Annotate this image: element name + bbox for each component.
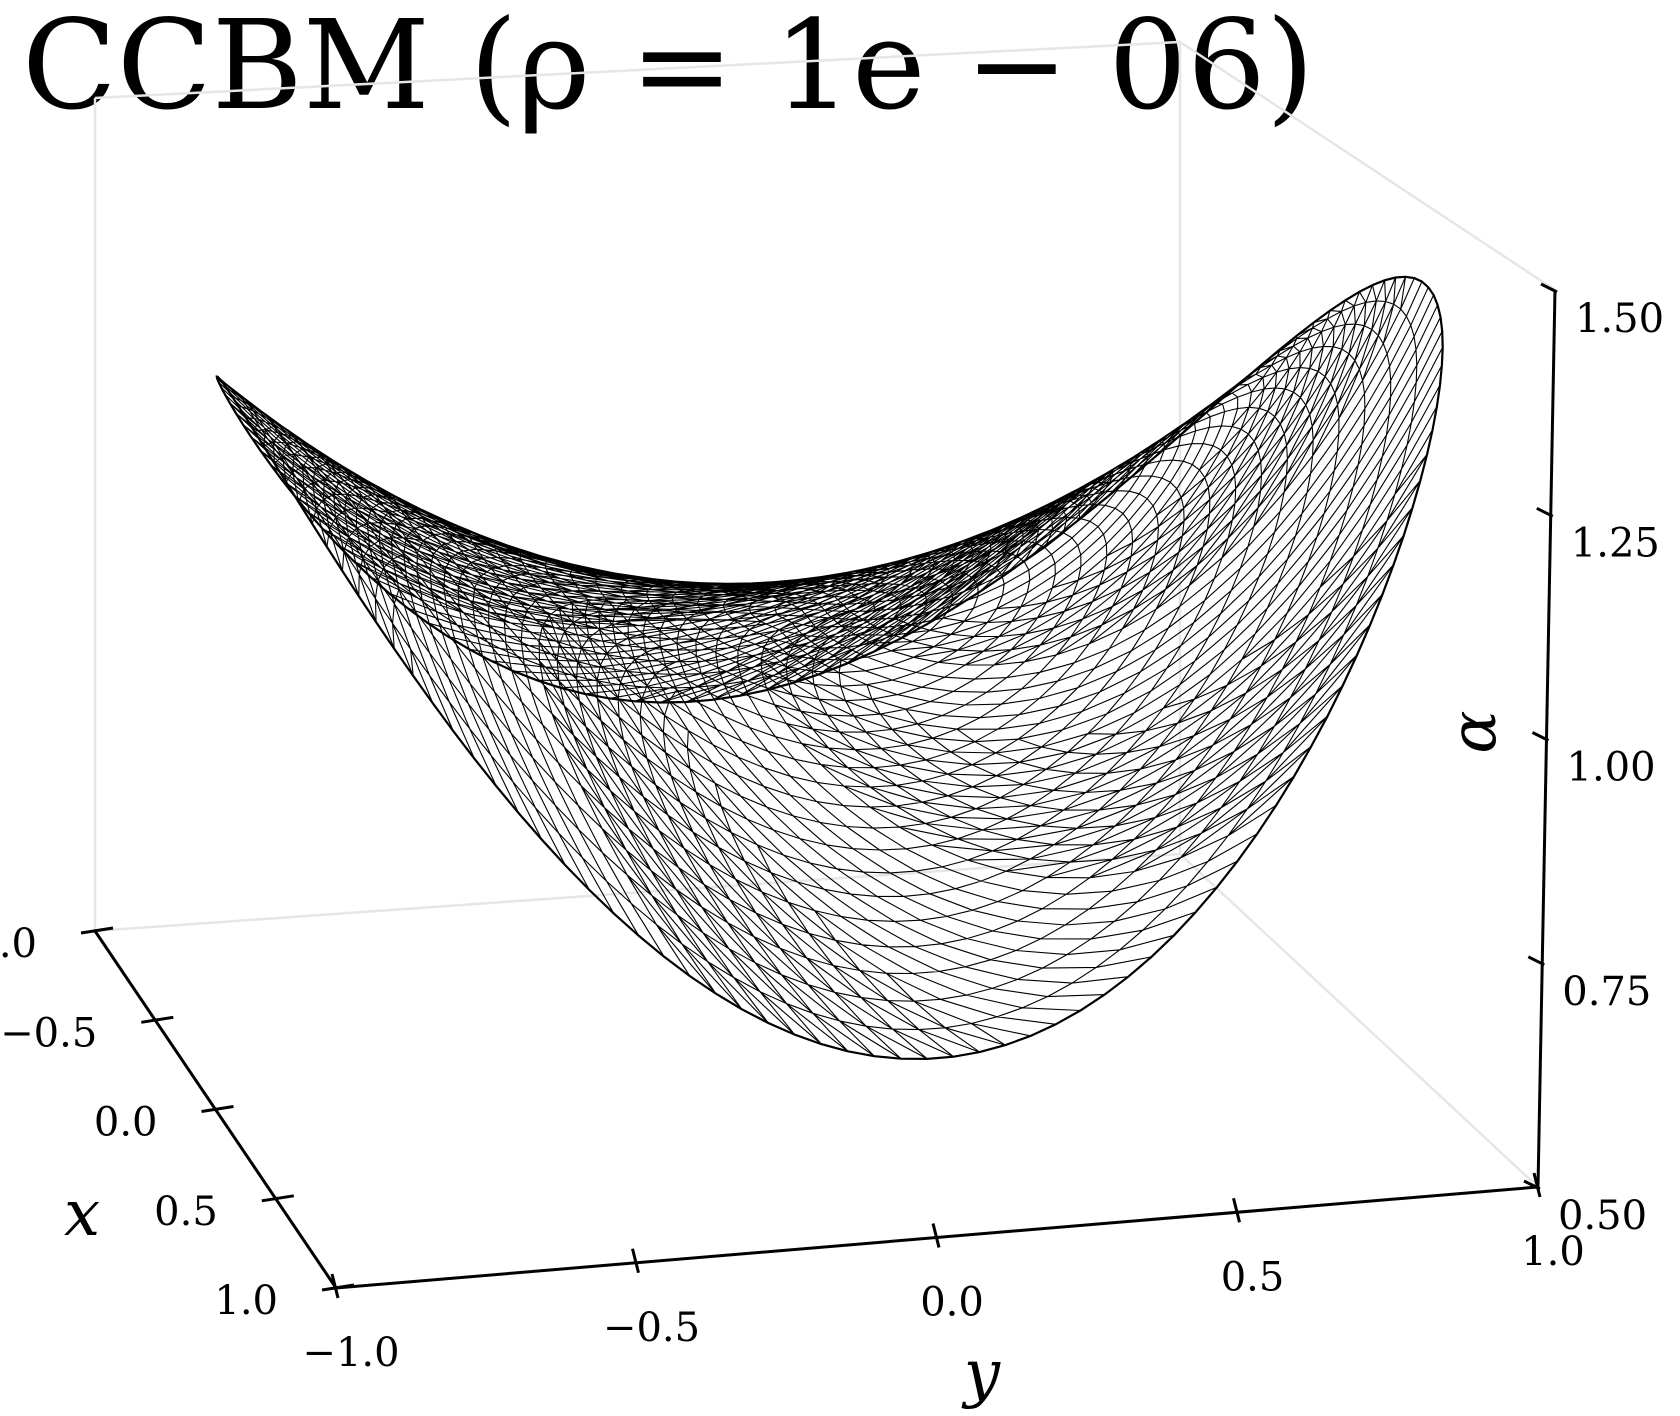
x-2-tick-label: 0.0 xyxy=(94,1100,158,1146)
y-3-tick xyxy=(1232,1197,1241,1223)
x-1-tick xyxy=(141,1015,174,1024)
x-4-tick xyxy=(321,1283,355,1292)
z-0-tick-label: 0.50 xyxy=(1558,1193,1647,1239)
x-axis-label: x xyxy=(64,1177,100,1251)
z-1-tick-label: 0.75 xyxy=(1562,969,1651,1015)
y-axis-label: y xyxy=(961,1337,1001,1411)
y-3-tick-label: 0.5 xyxy=(1221,1254,1285,1300)
z-1-tick xyxy=(1527,955,1545,967)
z-2-tick-label: 1.00 xyxy=(1567,745,1656,791)
z-axis-label: α xyxy=(1437,710,1511,753)
y-2-tick xyxy=(931,1223,941,1248)
y-4-tick xyxy=(1532,1172,1542,1198)
z-3-tick-label: 1.25 xyxy=(1571,520,1660,566)
z-2-tick xyxy=(1531,731,1550,742)
z-3-tick xyxy=(1536,506,1554,518)
x-2-tick xyxy=(201,1105,234,1113)
x-0-tick xyxy=(80,926,114,935)
y-0-tick xyxy=(330,1273,340,1299)
x-3-tick-label: 0.5 xyxy=(154,1189,218,1235)
pane-edge-right-top xyxy=(1179,40,1556,292)
x-4-tick-label: 1.0 xyxy=(214,1278,278,1324)
z-4-tick xyxy=(1540,282,1558,294)
x-3-tick xyxy=(261,1194,295,1203)
y-1-tick xyxy=(631,1248,640,1274)
z-4-tick-label: 1.50 xyxy=(1575,296,1664,342)
pane-edge-floor-right xyxy=(1179,853,1539,1188)
axis-ticks: −1.0−0.50.00.51.0−1.0−0.50.00.51.00.500.… xyxy=(0,282,1664,1376)
y-1-tick-label: −0.5 xyxy=(603,1305,700,1351)
x-1-tick-label: −0.5 xyxy=(0,1010,97,1056)
surface-mesh xyxy=(215,275,1444,1061)
y-0-tick-label: −1.0 xyxy=(302,1330,399,1376)
z-0-tick xyxy=(1523,1179,1541,1191)
mesh-boundary xyxy=(215,275,1444,1061)
y-2-tick-label: 0.0 xyxy=(920,1280,984,1326)
y-4-tick-label: 1.0 xyxy=(1521,1229,1585,1275)
mesh-edges xyxy=(216,276,1444,1060)
x-0-tick-label: −1.0 xyxy=(0,921,37,967)
